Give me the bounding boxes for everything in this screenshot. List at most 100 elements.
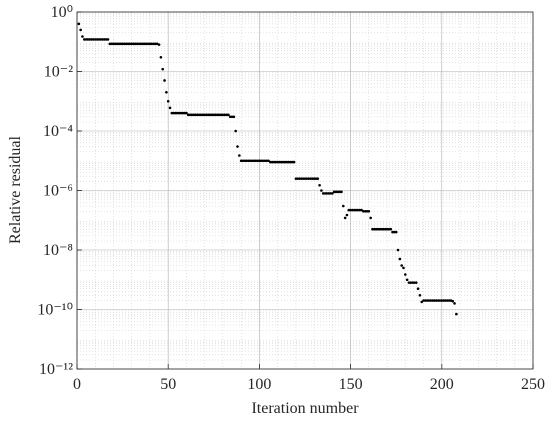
point	[170, 111, 174, 115]
point	[352, 208, 356, 212]
point	[82, 38, 86, 41]
point	[438, 299, 442, 302]
point	[250, 159, 254, 163]
point	[172, 111, 175, 115]
point	[214, 113, 217, 117]
point	[303, 177, 307, 180]
point	[236, 145, 239, 148]
point	[261, 159, 265, 163]
point	[190, 113, 194, 117]
point	[414, 281, 418, 284]
point	[453, 302, 456, 305]
point	[108, 42, 112, 46]
point	[332, 190, 336, 194]
point	[263, 159, 267, 163]
point	[132, 42, 135, 46]
point	[203, 113, 206, 117]
point	[134, 42, 137, 46]
point	[208, 113, 212, 117]
point	[179, 111, 183, 115]
point	[150, 42, 154, 46]
point	[442, 299, 445, 302]
point	[152, 42, 155, 46]
point	[176, 111, 179, 115]
point	[374, 227, 378, 231]
point	[99, 38, 103, 41]
point	[183, 111, 186, 115]
point	[411, 281, 414, 284]
point	[285, 160, 289, 164]
point	[404, 273, 407, 276]
point	[194, 113, 197, 117]
point	[274, 160, 278, 164]
point	[157, 43, 161, 46]
point	[267, 159, 270, 163]
point	[345, 213, 349, 217]
point	[106, 38, 110, 41]
point	[385, 227, 389, 231]
point	[135, 42, 139, 46]
point	[424, 299, 427, 302]
y-axis-label: Relative residual	[7, 135, 24, 244]
y-tick-label: 10⁻²	[44, 64, 73, 81]
point	[373, 227, 376, 231]
y-tick-label: 10⁰	[51, 4, 73, 21]
point	[86, 38, 90, 41]
point	[380, 227, 383, 231]
point	[435, 299, 438, 302]
point	[298, 177, 301, 180]
point	[248, 159, 252, 163]
point	[402, 266, 405, 270]
point	[349, 208, 352, 212]
point	[425, 299, 429, 302]
point	[197, 113, 201, 117]
point	[327, 192, 331, 195]
point	[88, 38, 92, 41]
point	[188, 113, 192, 117]
y-tick-label: 10⁻¹²	[39, 361, 73, 378]
point	[382, 227, 385, 231]
point	[205, 113, 208, 117]
point	[405, 278, 409, 282]
point	[340, 190, 343, 194]
point	[289, 160, 292, 164]
point	[154, 42, 157, 46]
point	[258, 159, 261, 163]
point	[369, 216, 372, 220]
point	[393, 230, 396, 234]
point	[92, 38, 95, 41]
point	[321, 192, 325, 195]
point	[159, 56, 163, 59]
point	[252, 159, 256, 163]
point	[112, 42, 115, 46]
point	[93, 38, 97, 41]
point	[269, 160, 272, 164]
point	[396, 248, 400, 252]
point	[455, 312, 458, 316]
point	[356, 208, 360, 212]
point	[436, 299, 440, 302]
point	[420, 300, 424, 304]
point	[84, 38, 88, 41]
point	[398, 257, 402, 261]
point	[318, 183, 321, 187]
point	[287, 160, 290, 164]
point	[416, 287, 420, 291]
point	[365, 209, 369, 213]
point	[239, 159, 243, 163]
point	[192, 113, 196, 117]
point	[310, 177, 314, 180]
point	[104, 38, 108, 41]
point	[400, 264, 403, 267]
point	[141, 42, 144, 46]
point	[114, 42, 117, 46]
point	[283, 160, 287, 164]
x-tick-label: 150	[339, 376, 363, 393]
point	[230, 115, 234, 119]
point	[103, 38, 106, 41]
x-axis-label: Iteration number	[251, 400, 359, 417]
point	[342, 204, 345, 208]
point	[185, 111, 188, 115]
point	[219, 113, 223, 117]
point	[145, 42, 148, 46]
